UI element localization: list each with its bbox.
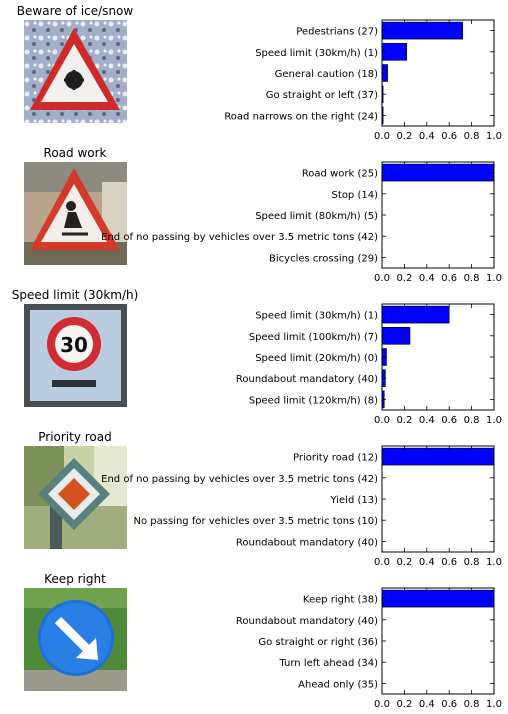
prediction-panel: Keep right Keep right (38) Roundabout man… bbox=[0, 572, 508, 714]
bar bbox=[381, 447, 495, 466]
axes-frame bbox=[381, 445, 495, 553]
category-label: Yield (13) bbox=[329, 495, 378, 506]
x-tick-label: 0.2 bbox=[396, 415, 412, 426]
axes-frame bbox=[381, 303, 495, 411]
x-tick-label: 0.6 bbox=[441, 273, 457, 284]
prediction-panel: Priority road Priority road (12) End of n… bbox=[0, 430, 508, 572]
keep-right-arrow-sign-icon bbox=[24, 588, 127, 691]
category-label: Go straight or right (36) bbox=[258, 637, 378, 648]
svg-text:30: 30 bbox=[60, 333, 88, 357]
category-label: Speed limit (20km/h) (0) bbox=[255, 353, 378, 364]
x-tick-label: 0.4 bbox=[419, 557, 435, 568]
sign-title: Beware of ice/snow bbox=[16, 4, 134, 18]
bar bbox=[381, 305, 450, 324]
prediction-panel: Beware of ice/snow Pedestrians (27) Speed… bbox=[0, 4, 508, 146]
bar bbox=[381, 327, 411, 345]
x-tick-label: 0.0 bbox=[374, 699, 390, 710]
category-label: End of no passing by vehicles over 3.5 m… bbox=[101, 232, 378, 243]
x-tick-label: 0.8 bbox=[464, 557, 480, 568]
x-tick-label: 0.2 bbox=[396, 273, 412, 284]
category-label: Go straight or left (37) bbox=[266, 90, 378, 101]
x-tick-label: 0.0 bbox=[374, 131, 390, 142]
x-tick-label: 1.0 bbox=[486, 415, 502, 426]
x-tick-label: 0.2 bbox=[396, 699, 412, 710]
axes-frame bbox=[381, 19, 495, 127]
bar bbox=[381, 163, 495, 182]
x-tick-label: 0.2 bbox=[396, 557, 412, 568]
x-tick-label: 0.8 bbox=[464, 699, 480, 710]
bar bbox=[381, 589, 495, 608]
probability-bar-chart: Pedestrians (27) Speed limit (30km/h) (1)… bbox=[224, 19, 502, 142]
x-tick-label: 0.4 bbox=[419, 273, 435, 284]
category-label: Ahead only (35) bbox=[298, 679, 378, 690]
sign-title: Keep right bbox=[44, 572, 106, 586]
probability-bar-chart: Speed limit (30km/h) (1) Speed limit (100… bbox=[236, 303, 502, 426]
warning-triangle-road-work-sign-icon bbox=[24, 162, 127, 265]
x-tick-label: 1.0 bbox=[486, 131, 502, 142]
category-label: Bicycles crossing (29) bbox=[269, 253, 378, 264]
category-label: Speed limit (120km/h) (8) bbox=[249, 395, 378, 406]
category-label: Speed limit (80km/h) (5) bbox=[255, 211, 378, 222]
sign-title: Speed limit (30km/h) bbox=[11, 288, 139, 302]
axes-frame bbox=[381, 587, 495, 695]
sign-title: Road work bbox=[43, 146, 107, 160]
probability-bar-chart: Keep right (38) Roundabout mandatory (40)… bbox=[236, 587, 502, 710]
category-label: No passing for vehicles over 3.5 metric … bbox=[134, 516, 379, 527]
x-tick-label: 0.6 bbox=[441, 699, 457, 710]
category-label: Priority road (12) bbox=[293, 453, 378, 464]
x-tick-label: 1.0 bbox=[486, 699, 502, 710]
category-label: Road work (25) bbox=[302, 169, 378, 180]
probability-bar-chart: Priority road (12) End of no passing by v… bbox=[101, 445, 502, 568]
x-tick-label: 0.0 bbox=[374, 273, 390, 284]
category-label: Speed limit (30km/h) (1) bbox=[255, 311, 378, 322]
category-label: Road narrows on the right (24) bbox=[224, 111, 378, 122]
x-tick-label: 1.0 bbox=[486, 557, 502, 568]
category-label: Turn left ahead (34) bbox=[278, 658, 378, 669]
prediction-panel: Road work Road work (25) Stop (14) Speed l… bbox=[0, 146, 508, 288]
x-tick-label: 0.0 bbox=[374, 415, 390, 426]
x-tick-label: 0.6 bbox=[441, 131, 457, 142]
probability-bar-chart: Road work (25) Stop (14) Speed limit (80km… bbox=[101, 161, 502, 284]
category-label: Stop (14) bbox=[332, 190, 379, 201]
axes-frame bbox=[381, 161, 495, 269]
category-label: Speed limit (30km/h) (1) bbox=[255, 48, 378, 59]
x-tick-label: 0.8 bbox=[464, 415, 480, 426]
category-label: Roundabout mandatory (40) bbox=[236, 374, 378, 385]
x-tick-label: 0.2 bbox=[396, 131, 412, 142]
category-label: Pedestrians (27) bbox=[296, 27, 378, 38]
speed-limit-30-sign-icon: 30 bbox=[24, 304, 127, 407]
x-tick-label: 0.8 bbox=[464, 131, 480, 142]
x-tick-label: 0.4 bbox=[419, 131, 435, 142]
warning-triangle-snowflake-sign-icon bbox=[24, 20, 127, 123]
sign-title: Priority road bbox=[38, 430, 112, 444]
category-label: Roundabout mandatory (40) bbox=[236, 616, 378, 627]
bar bbox=[381, 21, 463, 40]
category-label: Roundabout mandatory (40) bbox=[236, 537, 378, 548]
x-tick-label: 0.6 bbox=[441, 415, 457, 426]
x-tick-label: 0.0 bbox=[374, 557, 390, 568]
x-tick-label: 0.4 bbox=[419, 415, 435, 426]
x-tick-label: 0.8 bbox=[464, 273, 480, 284]
x-tick-label: 1.0 bbox=[486, 273, 502, 284]
priority-road-diamond-sign-icon bbox=[24, 446, 127, 549]
category-label: Speed limit (100km/h) (7) bbox=[249, 332, 378, 343]
prediction-panel: Speed limit (30km/h) 30 Speed limit (30k… bbox=[0, 288, 508, 430]
category-label: Keep right (38) bbox=[303, 595, 378, 606]
category-label: General caution (18) bbox=[275, 69, 379, 80]
category-label: End of no passing by vehicles over 3.5 m… bbox=[101, 474, 378, 485]
x-tick-label: 0.6 bbox=[441, 557, 457, 568]
x-tick-label: 0.4 bbox=[419, 699, 435, 710]
